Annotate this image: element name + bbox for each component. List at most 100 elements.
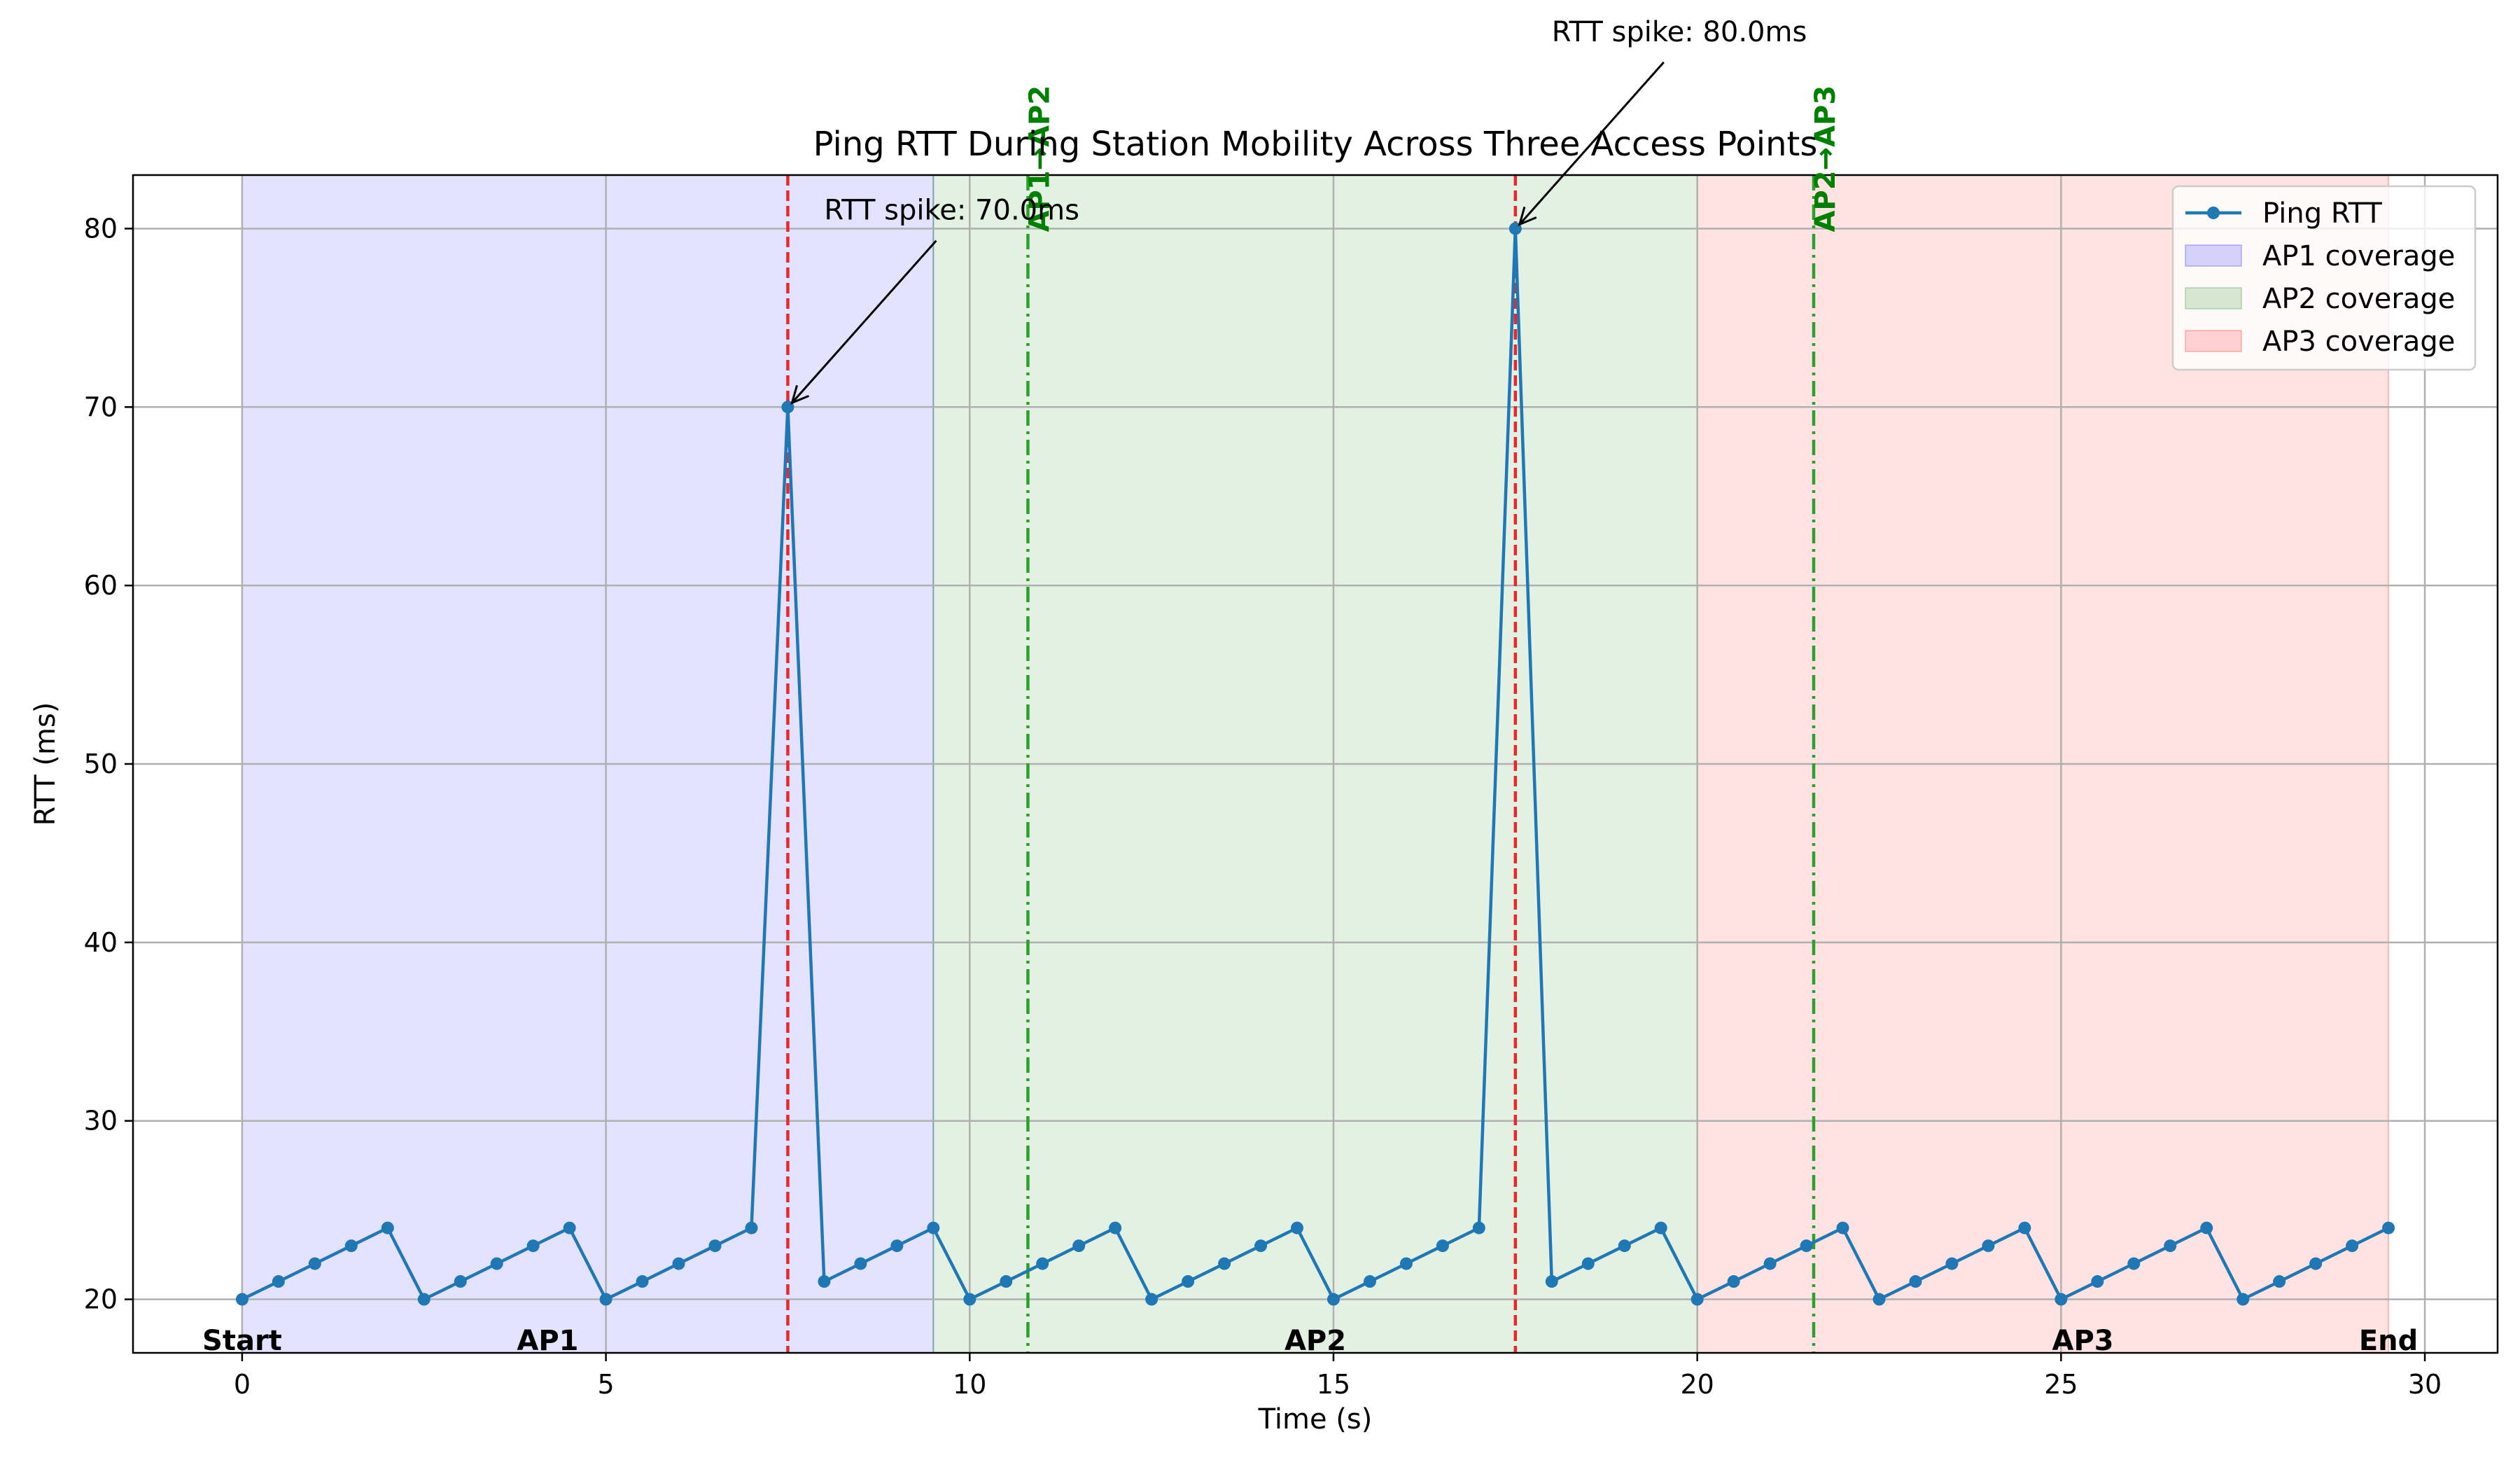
x-tick-label: 15 [1317, 1369, 1350, 1400]
y-tick-label: 70 [84, 391, 118, 422]
legend-box [2171, 185, 2477, 371]
data-point [672, 1257, 685, 1270]
chart-title: Ping RTT During Station Mobility Across … [813, 125, 1818, 164]
annotation-arrowhead [1518, 207, 1537, 227]
handoff-label: AP2→AP3 [1809, 85, 1842, 232]
legend-swatch-patch [2185, 287, 2242, 310]
region-label: End [2359, 1325, 2418, 1357]
y-tick-label: 50 [84, 749, 118, 779]
data-point [1472, 1221, 1485, 1235]
data-point [1654, 1221, 1667, 1235]
x-tick-label: 30 [2408, 1369, 2442, 1400]
data-point [1291, 1221, 1304, 1235]
data-point [2164, 1239, 2177, 1253]
data-point [344, 1239, 358, 1253]
data-point [1326, 1293, 1340, 1306]
y-tick-label: 40 [84, 927, 118, 958]
data-point [854, 1257, 867, 1270]
x-tick-label: 5 [598, 1369, 615, 1400]
annotation-arrow [1518, 61, 1665, 225]
legend-entry-label: Ping RTT [2262, 197, 2382, 230]
data-point [2309, 1257, 2323, 1270]
data-point [2091, 1275, 2104, 1288]
data-point [1581, 1257, 1595, 1270]
x-tick-label: 10 [953, 1369, 986, 1400]
data-point [2018, 1221, 2031, 1235]
data-point [1109, 1221, 1122, 1235]
data-point [490, 1257, 503, 1270]
series-line [241, 227, 2390, 1301]
data-point [272, 1275, 285, 1288]
data-point [599, 1293, 612, 1306]
data-point [1763, 1257, 1777, 1270]
data-point [1836, 1221, 1849, 1235]
data-point [2054, 1293, 2068, 1306]
data-point [2236, 1293, 2250, 1306]
data-point [1399, 1257, 1413, 1270]
data-point [417, 1293, 430, 1306]
data-point [745, 1221, 758, 1235]
data-point [1872, 1293, 1886, 1306]
data-point [1254, 1239, 1268, 1253]
data-point [454, 1275, 467, 1288]
data-point [1363, 1275, 1376, 1288]
data-point [1945, 1257, 1959, 1270]
data-point [1000, 1275, 1013, 1288]
x-tick-label: 20 [1680, 1369, 1714, 1400]
annotation-arrowhead [790, 384, 810, 405]
region-label: AP2 [1284, 1325, 1346, 1357]
legend-entry-label: AP2 coverage [2262, 283, 2455, 315]
x-tick-label: 0 [234, 1369, 251, 1400]
legend-swatch-patch [2185, 330, 2242, 352]
y-tick-label: 20 [84, 1284, 118, 1315]
data-point [636, 1275, 649, 1288]
x-tick-label: 25 [2044, 1369, 2078, 1400]
data-point [235, 1293, 248, 1306]
legend-entry-label: AP3 coverage [2262, 326, 2455, 358]
data-point [2127, 1257, 2141, 1270]
data-point [2346, 1239, 2359, 1253]
data-point [1618, 1239, 1631, 1253]
data-point [1982, 1239, 1995, 1253]
y-axis-label: RTT (ms) [29, 702, 62, 826]
data-point [963, 1293, 976, 1306]
data-point [1218, 1257, 1231, 1270]
data-point [1800, 1239, 1813, 1253]
data-point [1436, 1239, 1449, 1253]
data-point [2382, 1221, 2395, 1235]
data-point [381, 1221, 394, 1235]
legend-swatch-marker [2207, 207, 2220, 219]
legend-entry-label: AP1 coverage [2262, 240, 2455, 272]
data-point [1909, 1275, 1922, 1288]
legend-swatch-patch [2185, 244, 2242, 267]
region-label: AP3 [2052, 1325, 2113, 1357]
y-tick-label: 30 [84, 1106, 118, 1136]
data-point [1145, 1293, 1158, 1306]
data-point [1036, 1257, 1049, 1270]
data-point [1690, 1293, 1704, 1306]
x-axis-label: Time (s) [1258, 1403, 1373, 1435]
data-point [818, 1275, 831, 1288]
data-point [2273, 1275, 2286, 1288]
data-point [526, 1239, 540, 1253]
data-point [1072, 1239, 1086, 1253]
data-point [708, 1239, 722, 1253]
data-point [1182, 1275, 1195, 1288]
y-tick-label: 60 [84, 570, 118, 601]
data-point [563, 1221, 576, 1235]
spike-annotation: RTT spike: 80.0ms [1552, 16, 1807, 48]
data-point [2200, 1221, 2213, 1235]
region-label: Start [202, 1325, 282, 1357]
data-point [308, 1257, 321, 1270]
data-point [1727, 1275, 1740, 1288]
data-point [890, 1239, 904, 1253]
y-tick-label: 80 [84, 213, 118, 244]
data-point [1545, 1275, 1558, 1288]
annotation-arrow [791, 239, 937, 404]
spike-annotation: RTT spike: 70.0ms [824, 195, 1079, 227]
region-label: AP1 [517, 1325, 578, 1357]
handoff-label: AP1→AP2 [1023, 85, 1056, 232]
data-point [927, 1221, 940, 1235]
